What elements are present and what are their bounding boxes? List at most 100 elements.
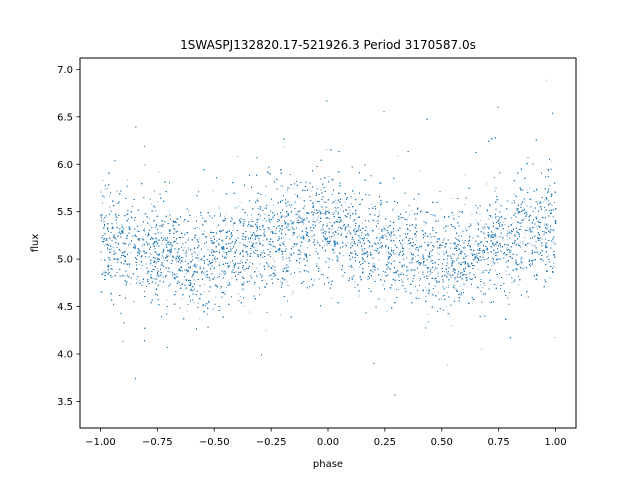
data-point (154, 209, 156, 211)
data-point (296, 214, 298, 216)
data-point (166, 239, 168, 241)
data-point (235, 240, 237, 242)
data-point (478, 268, 479, 270)
data-point (304, 218, 305, 219)
data-point (371, 270, 373, 272)
data-point (118, 232, 120, 233)
data-point (465, 227, 466, 229)
data-point (492, 232, 494, 234)
data-point (408, 214, 410, 216)
data-point (293, 188, 295, 190)
data-point (127, 179, 129, 181)
data-point (337, 229, 338, 231)
data-point (353, 268, 355, 270)
data-point (138, 280, 140, 282)
data-point (481, 348, 483, 350)
data-point (272, 258, 274, 260)
data-point (168, 210, 170, 212)
data-point (318, 222, 320, 224)
data-point (401, 272, 403, 274)
data-point (123, 275, 125, 276)
data-point (251, 241, 253, 243)
data-point (309, 239, 311, 241)
data-point (494, 233, 496, 235)
data-point (256, 218, 258, 220)
data-point (115, 239, 117, 240)
data-point (203, 291, 205, 293)
data-point (249, 262, 251, 263)
data-point (368, 266, 370, 267)
data-point (546, 202, 548, 204)
data-point (177, 218, 179, 220)
data-point (547, 170, 549, 172)
data-point (361, 222, 363, 224)
data-point (548, 170, 550, 172)
data-point (505, 270, 507, 272)
data-point (537, 228, 539, 230)
data-point (289, 188, 290, 189)
data-point (268, 243, 269, 245)
data-point (515, 207, 517, 209)
data-point (215, 296, 217, 298)
data-point (116, 222, 118, 224)
data-point (129, 283, 131, 285)
data-point (182, 243, 184, 244)
data-point (475, 219, 477, 221)
data-point (499, 246, 501, 248)
data-point (524, 201, 526, 203)
data-point (113, 214, 115, 216)
data-point (130, 215, 132, 217)
data-point (257, 270, 259, 272)
data-point (199, 318, 201, 320)
data-point (530, 198, 532, 200)
data-point (328, 209, 330, 211)
data-point (250, 231, 252, 233)
data-point (362, 242, 364, 244)
data-point (249, 311, 250, 313)
data-point (109, 252, 110, 253)
data-point (279, 244, 280, 245)
data-point (309, 230, 311, 232)
data-point (316, 263, 318, 265)
data-point (448, 287, 449, 288)
data-point (347, 241, 349, 243)
data-point (537, 202, 538, 204)
data-point (550, 228, 552, 230)
data-point (459, 293, 461, 295)
data-point (378, 251, 380, 253)
data-point (161, 225, 163, 226)
data-point (541, 242, 543, 244)
data-point (103, 239, 104, 241)
data-point (495, 227, 497, 229)
data-point (528, 229, 530, 231)
data-point (372, 263, 373, 265)
data-point (362, 259, 364, 261)
data-point (418, 280, 420, 281)
data-point (416, 261, 417, 263)
data-point (551, 160, 553, 162)
data-point (360, 203, 362, 205)
data-point (212, 251, 214, 253)
data-point (497, 250, 499, 252)
data-point (148, 217, 150, 219)
data-point (168, 249, 170, 251)
data-point (265, 330, 267, 332)
data-point (277, 226, 279, 228)
data-point (536, 226, 538, 228)
data-point (383, 299, 385, 300)
data-point (150, 264, 152, 266)
data-point (268, 227, 270, 229)
data-point (116, 203, 118, 204)
data-point (524, 232, 526, 234)
data-point (178, 268, 180, 270)
data-point (290, 206, 291, 208)
data-point (554, 337, 556, 338)
data-point (429, 261, 431, 263)
data-point (371, 246, 373, 248)
data-point (255, 247, 257, 249)
data-point (162, 240, 163, 241)
data-point (511, 282, 513, 284)
data-point (386, 216, 388, 218)
data-point (464, 204, 466, 205)
